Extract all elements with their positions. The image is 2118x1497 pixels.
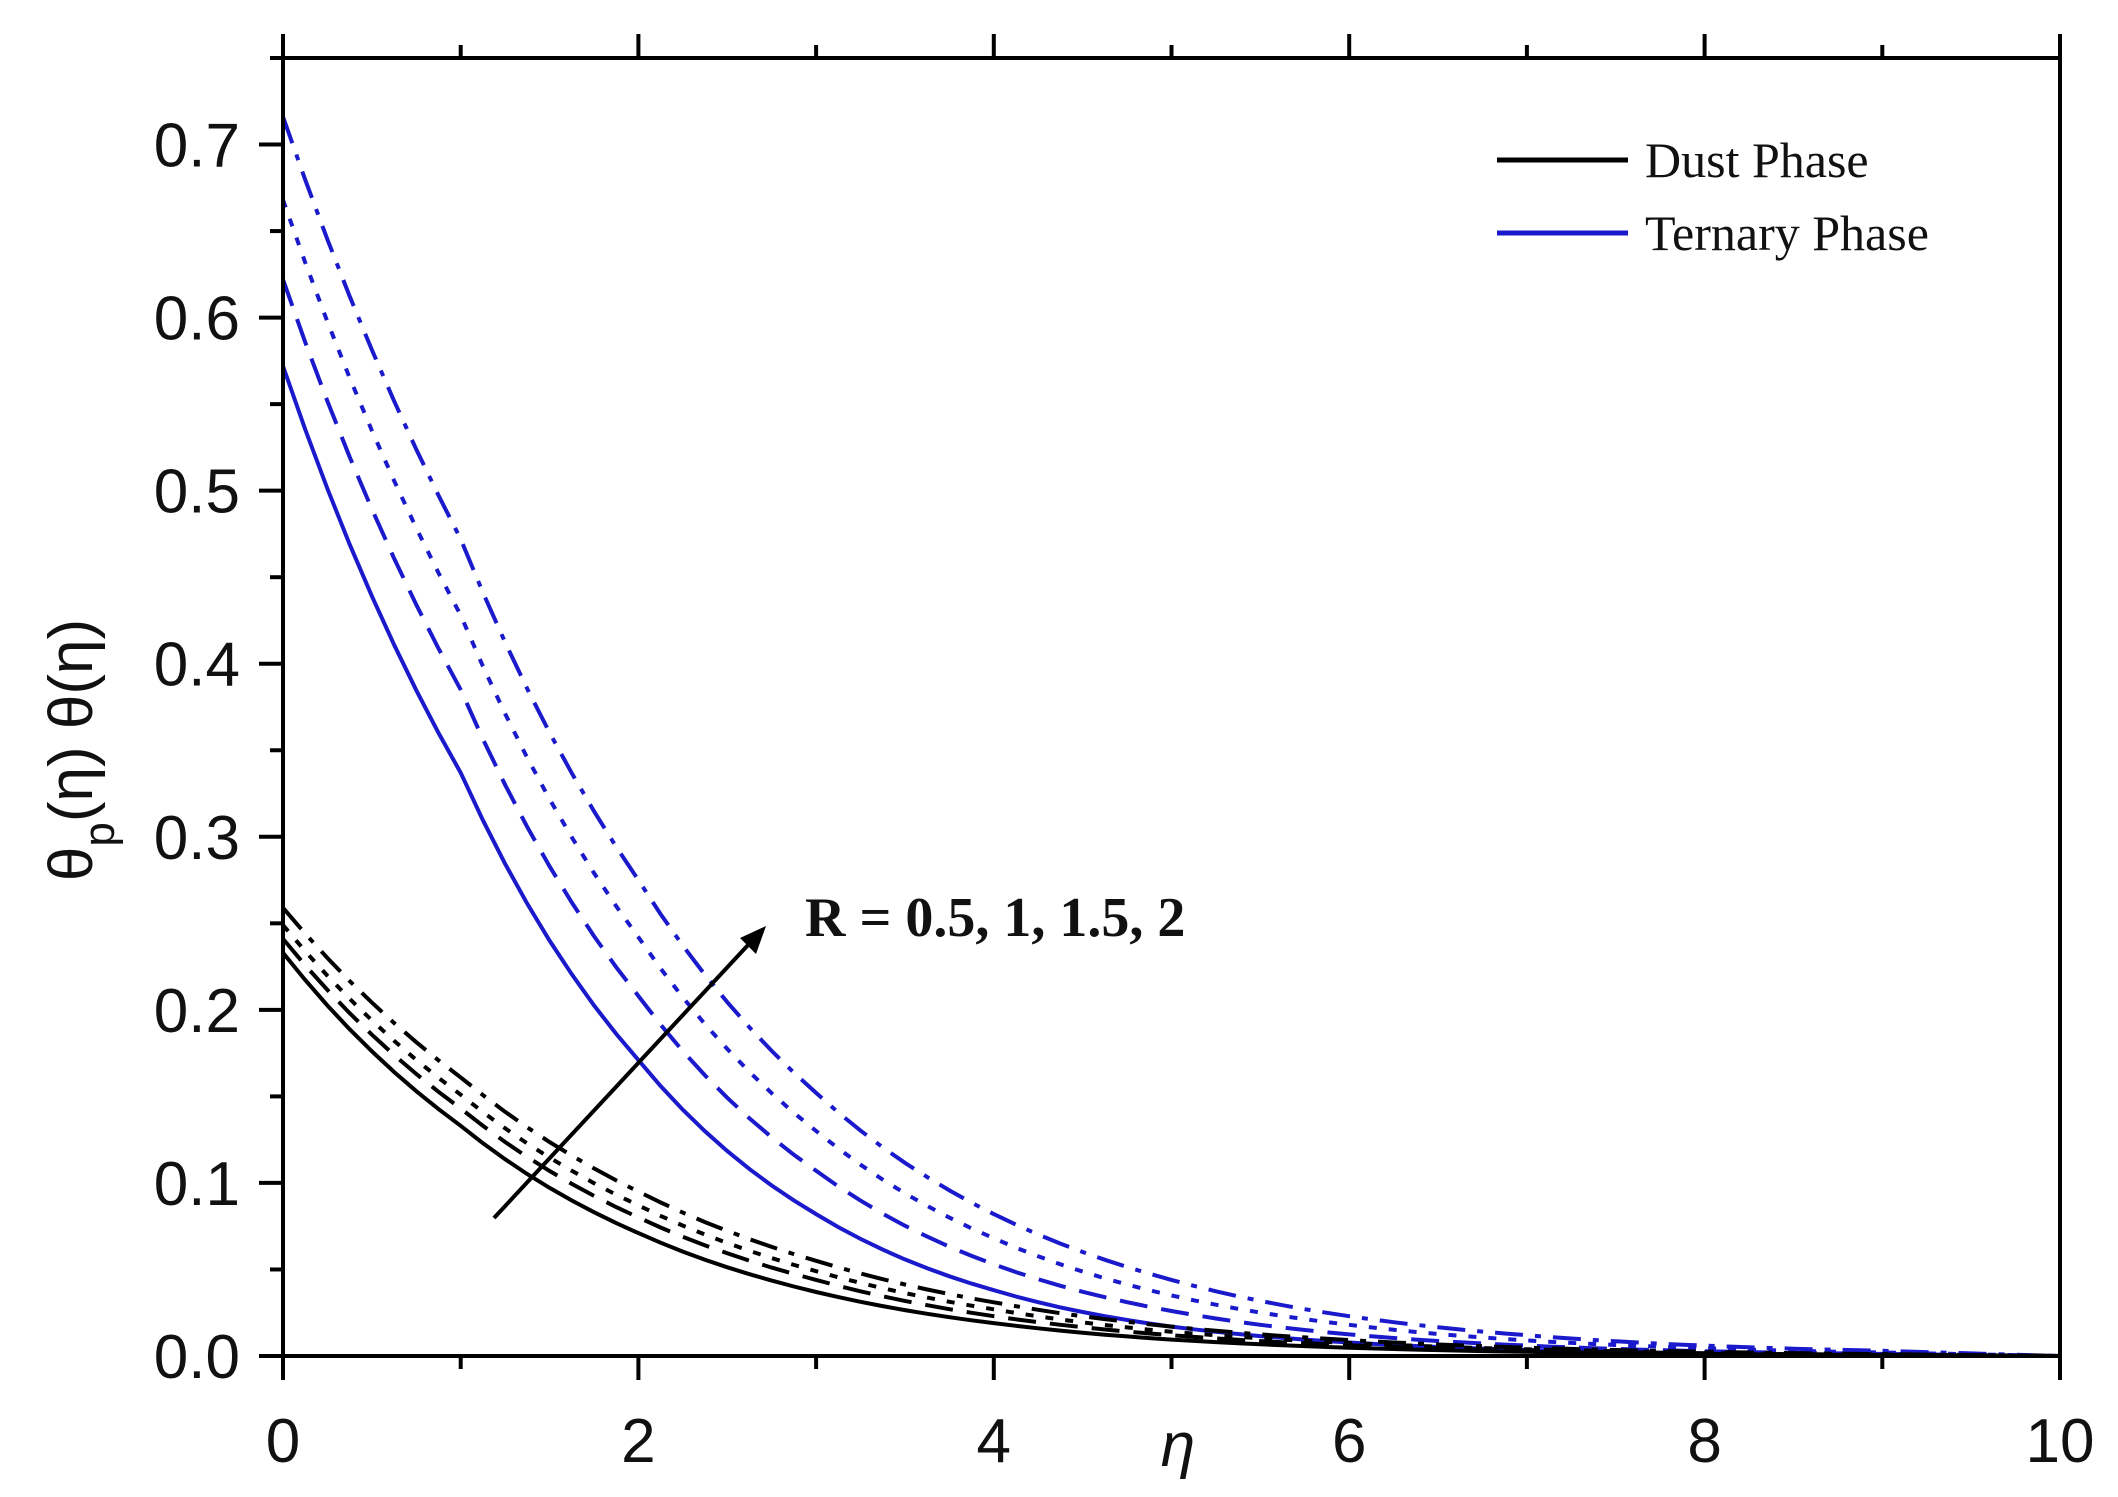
axis-titles: η θp(η) θ(η)	[37, 619, 1195, 1480]
legend-label: Ternary Phase	[1645, 205, 1929, 261]
x-tick-label: 0	[266, 1407, 300, 1476]
y-axis-title-rest: (η) θ(η)	[37, 619, 106, 822]
series-layer	[281, 116, 2061, 1358]
annotation-label: R = 0.5, 1, 1.5, 2	[805, 887, 1185, 949]
x-tick-label: 8	[1687, 1407, 1721, 1476]
y-axis-title: θp(η) θ(η)	[37, 619, 124, 881]
y-tick-label: 0.5	[154, 458, 240, 527]
annotation: R = 0.5, 1, 1.5, 2	[492, 887, 1185, 1220]
series-line-ternary-R1_5	[281, 199, 2061, 1358]
series-line-dust-R1_5	[281, 923, 2061, 1358]
legend-label: Dust Phase	[1645, 132, 1869, 188]
y-tick-label: 0.0	[154, 1323, 240, 1392]
series-line-ternary-R1	[281, 278, 2061, 1358]
series-line-ternary-R0_5	[281, 365, 2061, 1358]
y-tick-label: 0.6	[154, 285, 240, 354]
x-tick-label: 6	[1332, 1407, 1366, 1476]
annotation-arrow-head	[740, 926, 766, 954]
series-line-ternary-R2	[281, 116, 2061, 1358]
y-axis-title-main: θ	[37, 847, 106, 881]
series-line-dust-R1	[281, 937, 2061, 1358]
y-axis-title-group: θp(η) θ(η)	[37, 619, 124, 881]
x-tick-label: 10	[2026, 1407, 2095, 1476]
x-tick-label: 4	[977, 1407, 1011, 1476]
x-tick-label: 2	[621, 1407, 655, 1476]
x-axis-title: η	[1161, 1411, 1195, 1480]
y-tick-label: 0.7	[154, 112, 240, 181]
legend: Dust Phase Ternary Phase	[1497, 132, 1929, 261]
axes-layer: 0 2 4 6 8 10 0.0 0.1 0.2 0.3 0.4 0.5 0.6 0.7	[154, 34, 2095, 1476]
y-axis-title-sub: p	[75, 822, 124, 846]
y-tick-label: 0.4	[154, 631, 240, 700]
y-tick-label: 0.3	[154, 804, 240, 873]
y-tick-label: 0.1	[154, 1150, 240, 1219]
y-tick-label: 0.2	[154, 977, 240, 1046]
annotation-arrow-line	[492, 928, 764, 1220]
series-line-dust-R2	[281, 906, 2061, 1358]
